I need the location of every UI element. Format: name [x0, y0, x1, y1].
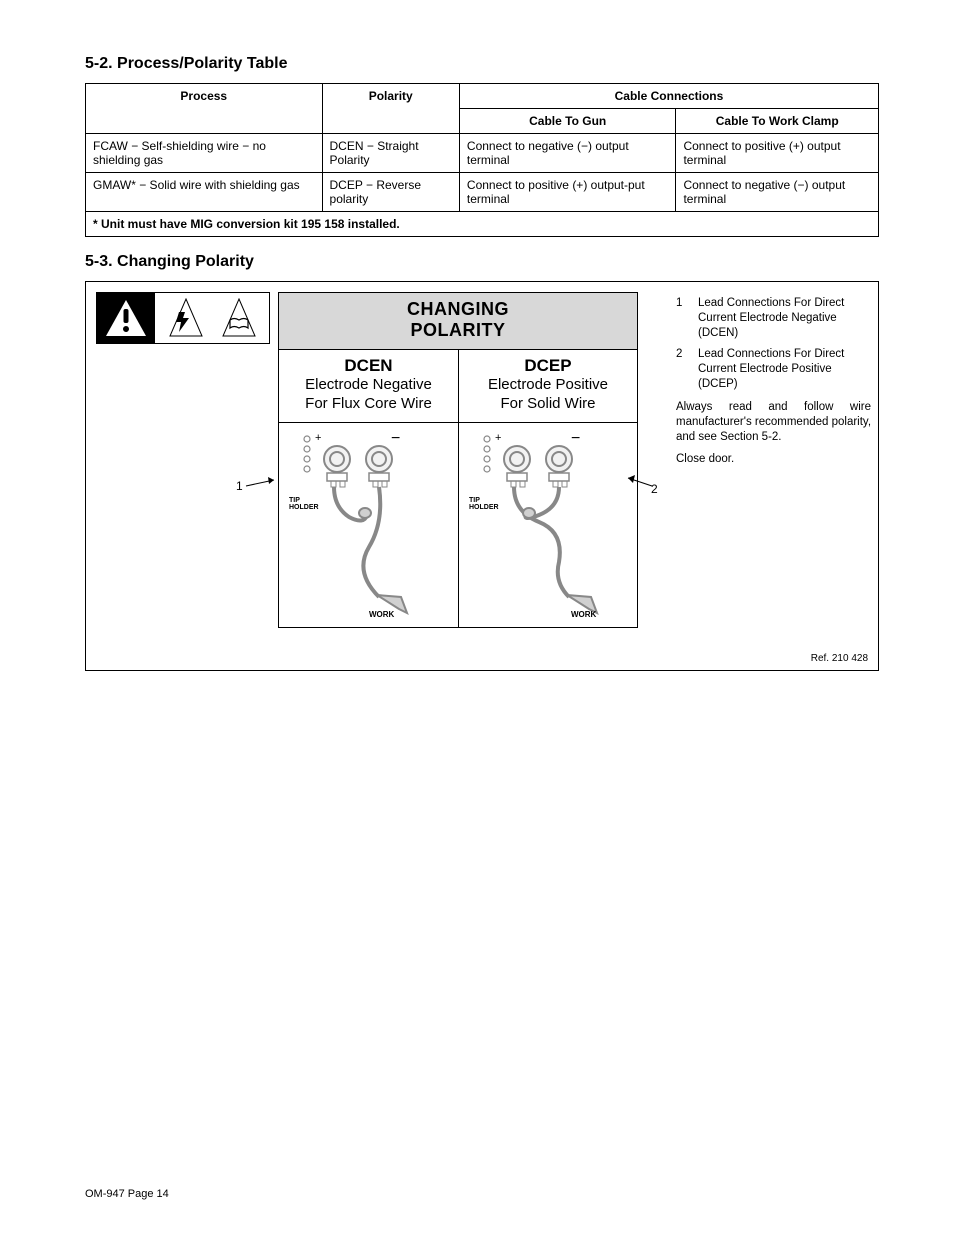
table-row: GMAW* − Solid wire with shielding gas DC…	[86, 173, 879, 212]
dcen-header: DCEN Electrode Negative For Flux Core Wi…	[278, 350, 458, 423]
reference-number: Ref. 210 428	[811, 653, 868, 664]
svg-text:−: −	[391, 430, 400, 447]
callout-1-arrow	[244, 477, 282, 491]
changing-polarity-panel: CHANGING POLARITY DCEN Electrode Negativ…	[278, 292, 638, 628]
legend-text: 1Lead Connections For Direct Current Ele…	[676, 296, 871, 475]
svg-text:−: −	[571, 430, 580, 447]
table-row: FCAW − Self-shielding wire − no shieldin…	[86, 134, 879, 173]
th-gun: Cable To Gun	[459, 109, 676, 134]
th-clamp: Cable To Work Clamp	[676, 109, 879, 134]
dcep-header: DCEP Electrode Positive For Solid Wire	[458, 350, 638, 423]
svg-text:+: +	[315, 432, 321, 444]
warning-block	[96, 292, 270, 344]
polarity-diagram: CHANGING POLARITY DCEN Electrode Negativ…	[85, 281, 879, 671]
section-5-2-heading: 5-2. Process/Polarity Table	[85, 55, 879, 73]
callout-2-arrow	[624, 474, 654, 492]
th-connections: Cable Connections	[459, 84, 878, 109]
read-manual-icon	[222, 298, 256, 338]
warning-triangle-icon	[97, 293, 155, 343]
tip-holder-label: TIP HOLDER	[289, 497, 319, 512]
table-footnote-row: * Unit must have MIG conversion kit 195 …	[86, 212, 879, 237]
shock-hazard-icon	[169, 298, 203, 338]
work-label: WORK	[571, 610, 596, 619]
dcen-wiring-diagram: + −	[278, 423, 458, 628]
work-label: WORK	[369, 610, 394, 619]
dcep-wiring-diagram: + −	[458, 423, 638, 628]
svg-text:+: +	[495, 432, 501, 444]
page-footer: OM-947 Page 14	[85, 1188, 169, 1200]
th-process: Process	[86, 84, 323, 134]
callout-1: 1	[236, 479, 243, 493]
polarity-table: Process Polarity Cable Connections Cable…	[85, 83, 879, 237]
tip-holder-label: TIP HOLDER	[469, 497, 499, 512]
section-5-3-heading: 5-3. Changing Polarity	[85, 253, 879, 271]
th-polarity: Polarity	[322, 84, 459, 134]
panel-title: CHANGING POLARITY	[278, 292, 638, 350]
